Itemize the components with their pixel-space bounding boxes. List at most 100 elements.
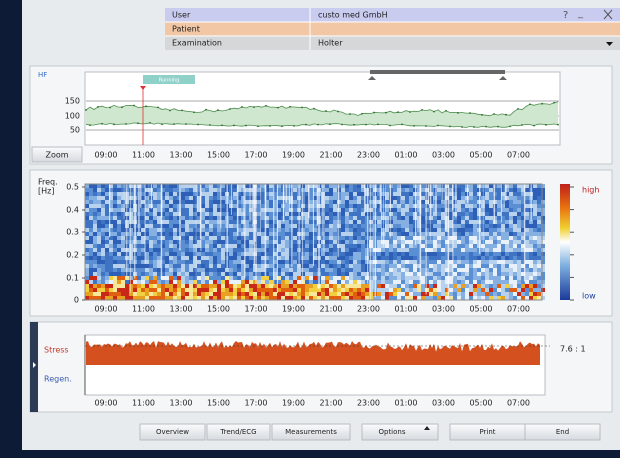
spectrogram-cell [89,260,93,264]
spectrogram-cell [537,256,541,260]
hr-dot [437,124,439,127]
hr-dot [229,108,231,110]
selection-bar[interactable] [370,70,505,74]
help-button[interactable]: ? [563,10,568,21]
spectrogram-cell [485,260,489,264]
time-label: 09:00 [94,305,117,314]
spectrogram-cell [413,244,417,248]
spectrogram-cell [89,296,93,300]
spectrogram-cell [169,264,173,268]
spectrogram-cell [125,280,129,284]
spectrogram-cell [497,288,501,292]
spectrogram-cell [277,276,281,280]
spectrogram-cell [181,204,185,208]
spectrogram-cell [469,212,473,216]
spectrogram-cell [389,212,393,216]
spectrogram-cell [389,252,393,256]
spectrogram-cell [485,220,489,224]
hr-dot [541,102,543,105]
spectrogram-cell [341,256,345,260]
spectrogram-cell [205,212,209,216]
button[interactable] [271,423,351,441]
spectrogram-cell [257,212,261,216]
spectrogram-cell [325,252,329,256]
spectrogram-cell [169,260,173,264]
spectrogram-cell [465,240,469,244]
options-arrow[interactable] [424,426,430,430]
spectrogram-cell [341,224,345,228]
spectrogram-cell [469,224,473,228]
spectrogram-cell [113,260,117,264]
spectrogram-cell [517,184,521,188]
zoom-button[interactable] [31,146,83,163]
spectrogram-cell [405,292,409,296]
spectrogram-cell [85,248,89,252]
spectrogram-cell [389,256,393,260]
spectrogram-cell [381,264,385,268]
spectrogram-cell [377,236,381,240]
spectrogram-cell [365,236,369,240]
spectrogram-cell [305,240,309,244]
spectrogram-cell [105,232,109,236]
button[interactable] [524,423,601,441]
spectrogram-cell [429,284,433,288]
spectrogram-cell [177,256,181,260]
spectrogram-cell [409,248,413,252]
dropdown-arrow[interactable] [606,42,613,46]
button[interactable] [206,423,271,441]
button[interactable] [361,423,439,441]
spectrogram-cell [441,236,445,240]
spectrogram-cell [249,248,253,252]
spectrogram-cell [305,232,309,236]
spectrogram-cell [137,244,141,248]
spectrogram-cell [165,276,169,280]
spectrogram-cell [209,268,213,272]
spectrogram-cell [493,236,497,240]
spectrogram-cell [457,252,461,256]
spectrogram-cell [377,188,381,192]
spectrogram-cell [277,296,281,300]
spectrogram-cell [197,228,201,232]
spectrogram-cell [265,200,269,204]
spectrogram-cell [173,292,177,296]
close-button[interactable] [603,9,613,20]
spectrogram-cell [509,288,513,292]
spectrogram-cell [413,276,417,280]
spectrogram-cell [289,232,293,236]
minimize-button[interactable]: _ [577,8,584,19]
spectrogram-cell [449,276,453,280]
spectrogram-cell [281,268,285,272]
spectrogram-cell [93,252,97,256]
spectrogram-cell [205,292,209,296]
spectrogram-cell [377,272,381,276]
spectrogram-cell [397,204,401,208]
spectrogram-cell [321,284,325,288]
side-arrow[interactable] [33,362,36,368]
spectrogram-cell [245,236,249,240]
spectrogram-cell [185,240,189,244]
spectrogram-cell [369,232,373,236]
spectrogram-cell [385,292,389,296]
time-label: 07:00 [507,151,530,160]
spectrogram-cell [497,292,501,296]
spectrogram-cell [201,184,205,188]
spectrogram-cell [501,244,505,248]
spectrogram-cell [145,244,149,248]
spectrogram-cell [241,236,245,240]
spectrogram-cell [505,200,509,204]
spectrogram-cell [325,248,329,252]
spectrogram-cell [177,200,181,204]
spectrogram-cell [121,192,125,196]
spectrogram-cell [277,252,281,256]
spectrogram-cell [413,192,417,196]
spectrogram-cell [509,224,513,228]
spectrogram-cell [349,240,353,244]
button[interactable] [139,423,206,441]
spectrogram-cell [161,276,165,280]
spectrogram-cell [169,272,173,276]
spectrogram-cell [485,264,489,268]
spectrogram-cell [85,220,89,224]
spectrogram-cell [521,224,525,228]
spectrogram-cell [85,268,89,272]
spectrogram-cell [329,244,333,248]
